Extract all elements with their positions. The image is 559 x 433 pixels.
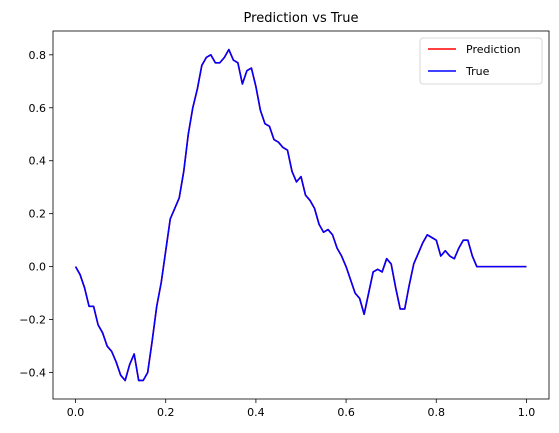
- x-tick-label: 1.0: [518, 406, 536, 419]
- legend-label-prediction: Prediction: [466, 43, 521, 56]
- legend-label-true: True: [465, 65, 490, 78]
- legend: Prediction True: [419, 37, 543, 85]
- series-line-true: [74, 48, 527, 382]
- x-axis: 0.0 0.2 0.4 0.6 0.8 1.0: [67, 399, 535, 419]
- chart-title: Prediction vs True: [244, 11, 359, 26]
- y-tick-label: 0.6: [29, 102, 47, 115]
- y-tick-label: 0.4: [29, 155, 47, 168]
- x-tick-label: 0.8: [428, 406, 446, 419]
- y-tick-label: −0.2: [19, 314, 46, 327]
- x-tick-label: 0.6: [337, 406, 355, 419]
- series-line-prediction: [74, 48, 527, 382]
- y-tick-label: 0.0: [29, 261, 47, 274]
- y-tick-label: −0.4: [19, 367, 46, 380]
- plot-area: [74, 48, 527, 382]
- x-tick-label: 0.0: [67, 406, 85, 419]
- y-tick-label: 0.2: [29, 208, 47, 221]
- x-tick-label: 0.4: [247, 406, 265, 419]
- plot-frame: [52, 30, 550, 400]
- y-tick-label: 0.8: [29, 49, 47, 62]
- y-axis: −0.4 −0.2 0.0 0.2 0.4 0.6 0.8: [19, 49, 53, 380]
- x-tick-label: 0.2: [157, 406, 175, 419]
